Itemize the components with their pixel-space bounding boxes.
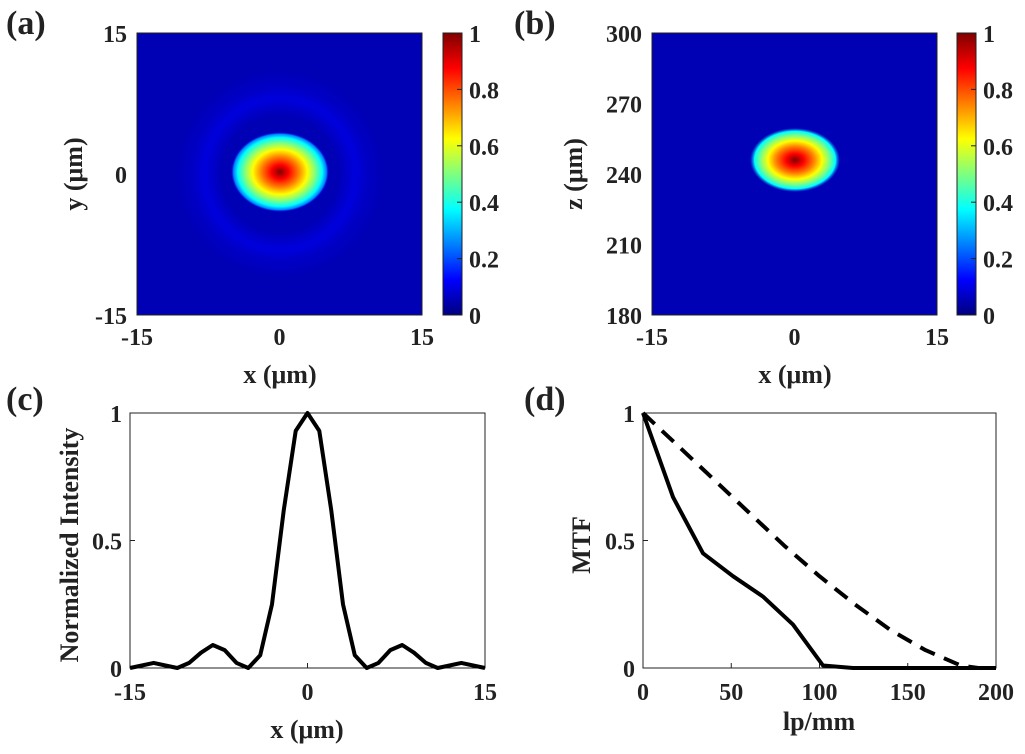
y-tick-label: 1: [623, 402, 635, 428]
y-tick-label: 0.5: [92, 530, 122, 556]
x-tick-label: 0: [789, 325, 801, 351]
y-tick-label: 0.5: [605, 530, 635, 556]
x-tick-label: 0: [274, 325, 286, 351]
colorbar-tick-label: 0.8: [983, 78, 1013, 104]
x-tick-label: 150: [890, 680, 926, 706]
series-line-solid: [129, 411, 486, 670]
series-line-dashed: [641, 411, 996, 670]
series-line-solid: [641, 412, 996, 670]
y-tick-label: 15: [103, 22, 127, 48]
y-tick-label: 270: [606, 93, 642, 119]
colorbar-b: [956, 32, 977, 316]
line-c-xlabel: x (μm): [270, 715, 343, 744]
colorbar-tick-label: 1: [469, 22, 481, 48]
panel-b-heatmap: -15 0 15 300 270 240 210 180 x (μm) z (μm) 1 0.8…: [559, 22, 1013, 389]
y-tick-label: 210: [606, 234, 642, 260]
x-tick-label: 15: [925, 325, 949, 351]
x-tick-label: 100: [802, 680, 838, 706]
heatmap-b-xlabel: x (μm): [758, 360, 831, 389]
x-tick-label: 15: [473, 680, 497, 706]
colorbar-tick-label: 0: [469, 304, 481, 330]
line-d-ticks: 0 50 100 150 200 1 0.5 0: [605, 402, 1014, 706]
y-tick-label: -15: [95, 304, 127, 330]
line-c-frame: [129, 412, 486, 669]
heatmap-b-frame: [651, 32, 938, 316]
colorbar-tick-label: 0.2: [983, 248, 1013, 274]
panel-label-a: (a): [6, 5, 46, 42]
colorbar-tick-label: 0.2: [469, 248, 499, 274]
colorbar-tick-label: 0.4: [469, 191, 499, 217]
line-c-series-group: [129, 411, 486, 670]
line-c-ylabel: Normalized Intensity: [55, 428, 84, 663]
x-tick-label: 15: [410, 325, 434, 351]
x-tick-label: -15: [636, 325, 668, 351]
y-tick-label: 0: [110, 657, 122, 683]
y-tick-label: 1: [110, 402, 122, 428]
y-tick-label: 240: [606, 163, 642, 189]
line-d-series-group: [641, 411, 996, 670]
x-tick-label: 0: [302, 680, 314, 706]
heatmap-a-xlabel: x (μm): [243, 360, 316, 389]
x-tick-label: -15: [121, 325, 153, 351]
colorbar-tick-label: 0.4: [983, 191, 1013, 217]
panel-label-d: (d): [524, 381, 566, 418]
panel-label-b: (b): [514, 5, 556, 42]
y-tick-label: 180: [606, 304, 642, 330]
heatmap-a-spot: [231, 132, 329, 212]
x-tick-label: 0: [637, 680, 649, 706]
colorbar-tick-label: 0.6: [469, 135, 499, 161]
heatmap-b-ylabel: z (μm): [559, 138, 588, 210]
x-tick-label: 50: [719, 680, 743, 706]
colorbar-tick-label: 0: [983, 304, 995, 330]
colorbar-b-ticks: 1 0.8 0.6 0.4 0.2 0: [971, 22, 1013, 330]
heatmap-a-ylabel: y (μm): [59, 137, 88, 210]
panel-a-heatmap: -15 0 15 15 0 -15 x (μm) y (μm) 1 0.8 0.6 0.4 0.2…: [59, 22, 499, 389]
x-tick-label: -15: [114, 680, 146, 706]
panel-d-line-chart: 0 50 100 150 200 1 0.5 0 lp/mm MTF: [567, 402, 1014, 736]
line-d-ylabel: MTF: [567, 516, 596, 574]
heatmap-b-spot: [750, 128, 840, 192]
line-d-xlabel: lp/mm: [783, 707, 856, 736]
colorbar-tick-label: 0.6: [983, 135, 1013, 161]
colorbar-a: [442, 32, 463, 316]
y-tick-label: 0: [115, 163, 127, 189]
heatmap-a-frame: [136, 32, 423, 316]
x-tick-label: 200: [978, 680, 1014, 706]
heatmap-a-ticks: -15 0 15 15 0 -15: [95, 22, 434, 351]
y-tick-label: 300: [606, 22, 642, 48]
y-tick-label: 0: [623, 657, 635, 683]
colorbar-tick-label: 1: [983, 22, 995, 48]
colorbar-tick-label: 0.8: [469, 78, 499, 104]
colorbar-a-ticks: 1 0.8 0.6 0.4 0.2 0: [457, 22, 499, 330]
panel-label-c: (c): [6, 381, 44, 418]
heatmap-b-ticks: -15 0 15 300 270 240 210 180: [606, 22, 949, 351]
